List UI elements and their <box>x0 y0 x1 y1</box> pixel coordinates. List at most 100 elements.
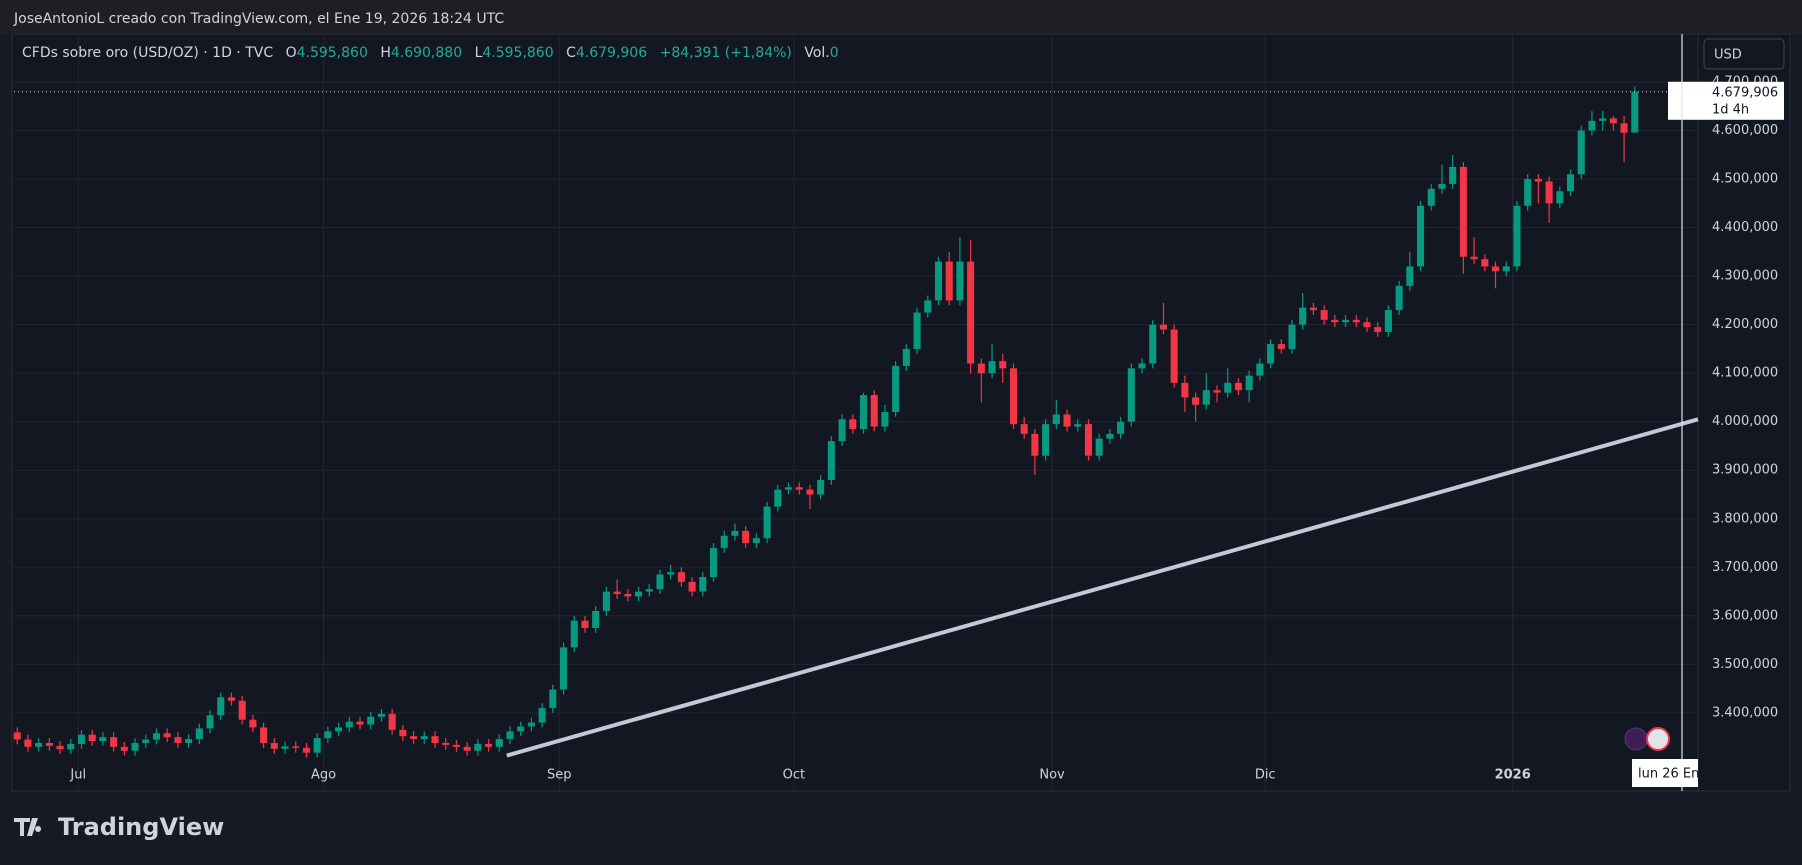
candle-body <box>688 581 696 592</box>
candle-body <box>67 743 75 750</box>
moving-average <box>506 417 1699 758</box>
candle-body <box>999 361 1007 369</box>
y-tick-label: 4.600,000 <box>1712 123 1778 138</box>
candle-body <box>270 742 278 749</box>
logo-mark <box>14 818 42 836</box>
candle-body <box>1449 166 1457 184</box>
candle-body <box>1352 319 1360 323</box>
candle-body <box>913 312 921 349</box>
candle-body <box>635 591 643 597</box>
candle-body <box>399 729 407 737</box>
candle-body <box>120 746 128 751</box>
candle-body <box>452 744 460 747</box>
symbol: CFDs sobre oro (USD/OZ) · 1D · TVC <box>22 45 273 61</box>
event-icon[interactable] <box>1624 727 1648 751</box>
candle-body <box>56 745 64 750</box>
candle-body <box>24 739 32 747</box>
crosshair-date: lun 26 Ene <box>1638 767 1707 782</box>
key: Vol. <box>804 45 829 61</box>
candle-body <box>1556 191 1564 204</box>
candle-body <box>1267 344 1275 364</box>
candle-body <box>356 721 364 725</box>
candle-body <box>784 487 793 490</box>
candle-body <box>527 722 535 727</box>
candle-body <box>227 697 235 701</box>
candle-body <box>1245 375 1253 391</box>
last-price-box <box>1668 81 1784 120</box>
candle-body <box>667 572 675 575</box>
candle-body <box>902 348 910 366</box>
candle-body <box>677 572 685 582</box>
candle-body <box>656 574 664 590</box>
currency[interactable]: USD <box>1714 48 1742 63</box>
legend-row: CFDs sobre oro (USD/OZ) · 1D · TVC O4.59… <box>22 45 839 61</box>
logo-text: TradingView <box>58 813 224 841</box>
candle-body <box>1427 188 1435 206</box>
y-tick-label: 4.000,000 <box>1712 414 1778 429</box>
candle-body <box>431 736 439 743</box>
candle-body <box>1513 205 1521 267</box>
x-tick-label: Ago <box>311 768 336 783</box>
key: H <box>380 45 391 61</box>
key: O <box>286 45 297 61</box>
candle-body <box>1159 324 1167 330</box>
candle-body <box>538 708 546 723</box>
candle-body <box>977 363 985 374</box>
candle-body <box>1577 130 1585 175</box>
candle-body <box>934 261 943 301</box>
candle-body <box>988 361 996 374</box>
candle-body <box>1534 179 1542 182</box>
candle-body <box>956 261 964 301</box>
x-tick-label: Sep <box>547 768 572 783</box>
candle-body <box>517 726 525 732</box>
candle-body <box>1256 363 1264 376</box>
logo: TradingView <box>14 813 224 841</box>
candle-body <box>238 700 246 720</box>
candle-body <box>335 727 343 732</box>
candle-body <box>195 728 203 740</box>
candle-body <box>185 739 193 743</box>
value: 4.679,906 <box>576 45 647 61</box>
candle-body <box>613 591 621 594</box>
price-axis: 3.400,000 3.500,000 3.600,000 3.700,000 3.80… <box>69 75 1784 783</box>
header-bar <box>0 0 1802 34</box>
candle-body <box>281 746 289 749</box>
candle-body <box>249 719 257 728</box>
key: C <box>566 45 576 61</box>
y-tick-label: 3.900,000 <box>1712 463 1778 478</box>
candle-body <box>742 530 750 544</box>
candle-body <box>1138 363 1146 369</box>
candle-body <box>1588 120 1596 131</box>
candle-body <box>1342 319 1350 323</box>
candle-body <box>560 647 568 690</box>
candle-body <box>1063 414 1071 427</box>
change: +84,391 (+1,84%) <box>660 45 792 61</box>
candle-body <box>45 742 53 746</box>
candle-body <box>592 610 600 628</box>
candle-body <box>849 419 857 429</box>
candle-body <box>892 365 900 413</box>
candle-body <box>1031 433 1039 456</box>
value: 4.595,860 <box>297 45 368 61</box>
y-tick-label: 4.200,000 <box>1712 317 1778 332</box>
candle-body <box>163 733 171 738</box>
candle-body <box>1009 368 1018 425</box>
candle-body <box>1020 424 1028 434</box>
candle-body <box>624 593 632 597</box>
candle-body <box>1384 310 1392 332</box>
candle-body <box>1438 183 1446 189</box>
candle-body <box>324 731 332 739</box>
currency-button[interactable] <box>1703 38 1785 70</box>
candle-body <box>859 395 868 429</box>
candle-body <box>442 742 450 745</box>
flag-icon[interactable] <box>1646 727 1670 751</box>
candle-body <box>945 261 953 301</box>
candle-body <box>1042 424 1050 456</box>
candle-body <box>752 538 760 544</box>
candle-body <box>817 479 825 495</box>
candle-body <box>377 713 385 717</box>
candle-body <box>1620 123 1628 133</box>
candle-body <box>474 743 482 751</box>
candle-body <box>217 697 225 716</box>
